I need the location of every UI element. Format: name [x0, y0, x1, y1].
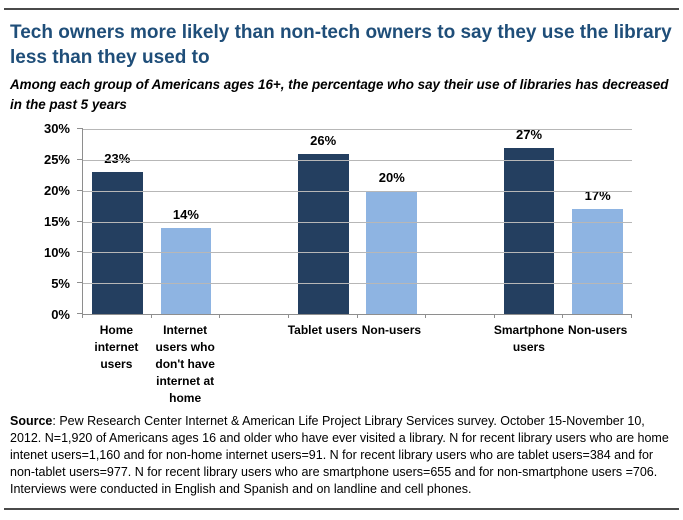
y-tick-label: 0%: [51, 307, 70, 322]
bar-value-label: 23%: [104, 151, 131, 167]
x-axis-tick: [219, 314, 221, 318]
x-label-cell: Internet users who don't have internet a…: [151, 315, 220, 405]
category-label: Non-users: [567, 323, 628, 337]
x-axis-tick: [287, 314, 289, 318]
x-axis-tick: [631, 314, 632, 318]
x-label-cell: Tablet users: [287, 315, 358, 403]
gridline: [83, 252, 632, 254]
x-axis-tick: [82, 314, 83, 318]
x-axis-tick: [356, 314, 358, 318]
top-rule: [4, 8, 679, 10]
y-axis-tick: [77, 158, 83, 160]
chart-slot: 26%: [289, 129, 358, 314]
chart-slot: 20%: [358, 129, 427, 314]
gridline: [83, 190, 632, 192]
category-label: Smartphone users: [493, 323, 564, 354]
x-label-cell: [220, 315, 289, 403]
chart-slot: 27%: [495, 126, 564, 314]
bar-value-label: 14%: [172, 206, 199, 222]
bottom-rule: [4, 508, 679, 510]
chart-subtitle: Among each group of Americans ages 16+, …: [10, 77, 669, 112]
y-axis-tick: [77, 282, 83, 284]
bar-value-label: 27%: [516, 126, 543, 142]
y-axis-tick: [77, 128, 83, 129]
bar-value-label: 20%: [378, 169, 405, 185]
bar-chart: 0% 5% 10% 15% 20% 25% 30% 23% 14% 26% 20% 27% 17% H…: [10, 121, 632, 405]
source-body: : Pew Research Center Internet & America…: [10, 414, 669, 496]
category-label: Internet users who don't have internet a…: [155, 323, 215, 405]
y-tick-label: 30%: [43, 121, 70, 136]
y-axis: 0% 5% 10% 15% 20% 25% 30%: [10, 121, 82, 322]
y-tick-label: 10%: [43, 245, 70, 261]
y-axis-tick: [77, 251, 83, 253]
x-label-cell: Home internet users: [82, 315, 151, 403]
y-tick-label: 15%: [43, 214, 70, 229]
y-tick-label: 20%: [43, 183, 70, 199]
chart-slot: 23%: [83, 129, 152, 314]
x-label-cell: Non-users: [357, 315, 426, 403]
gridline: [83, 283, 632, 285]
source-text: Source: Pew Research Center Internet & A…: [10, 413, 671, 498]
y-axis-tick: [77, 313, 83, 314]
y-tick-label: 25%: [43, 152, 70, 167]
gridline: [83, 129, 632, 130]
bar-value-label: 26%: [310, 132, 337, 148]
plot-slots: 23% 14% 26% 20% 27% 17%: [83, 126, 632, 314]
bar: [572, 209, 624, 314]
bar: [366, 190, 418, 314]
category-label: Home internet users: [94, 323, 139, 371]
x-axis-tick: [562, 314, 564, 318]
bar: [91, 172, 143, 314]
x-axis-tick: [425, 314, 427, 318]
x-label-cell: [426, 315, 495, 403]
source-label: Source: [10, 414, 53, 428]
chart-slot: 17%: [563, 129, 632, 314]
y-axis-tick: [77, 220, 83, 222]
page-title: Tech owners more likely than non-tech ow…: [10, 22, 672, 68]
x-label-cell: Smartphone users: [493, 315, 564, 403]
x-axis-labels: Home internet users Internet users who do…: [82, 315, 632, 405]
x-label-cell: Non-users: [563, 315, 632, 403]
gridline: [83, 221, 632, 223]
y-axis-tick: [77, 189, 83, 191]
page: Tech owners more likely than non-tech ow…: [0, 8, 683, 510]
category-label: Tablet users: [287, 323, 358, 337]
chart-slot: 14%: [152, 129, 221, 314]
y-tick-label: 5%: [51, 276, 70, 292]
x-axis-tick: [493, 314, 495, 318]
bar: [503, 147, 555, 314]
bar: [160, 227, 212, 314]
bar-value-label: 17%: [584, 188, 611, 204]
gridline: [83, 159, 632, 161]
bar: [297, 153, 349, 314]
plot-area: 23% 14% 26% 20% 27% 17%: [77, 126, 632, 318]
x-axis-tick: [150, 314, 152, 318]
category-label: Non-users: [361, 323, 422, 337]
